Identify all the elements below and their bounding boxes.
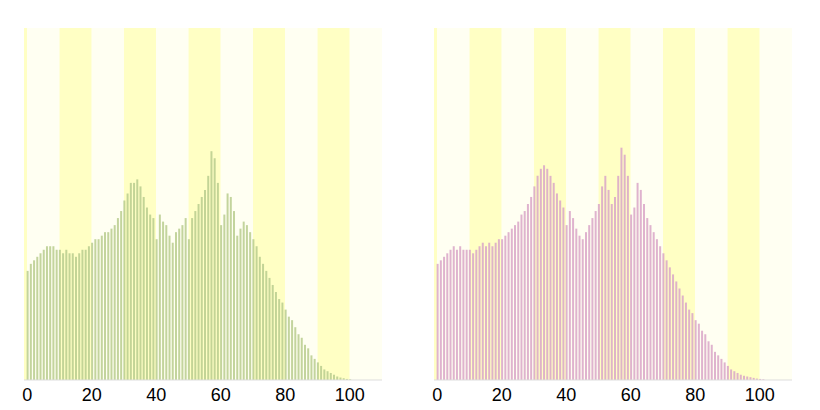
svg-text:60: 60 xyxy=(211,385,231,405)
svg-text:80: 80 xyxy=(685,385,705,405)
svg-text:80: 80 xyxy=(275,385,295,405)
svg-text:0: 0 xyxy=(22,385,32,405)
svg-text:100: 100 xyxy=(745,385,775,405)
svg-text:40: 40 xyxy=(556,385,576,405)
svg-text:100: 100 xyxy=(335,385,365,405)
svg-text:20: 20 xyxy=(82,385,102,405)
svg-text:20: 20 xyxy=(492,385,512,405)
svg-text:60: 60 xyxy=(621,385,641,405)
svg-text:0: 0 xyxy=(432,385,442,405)
svg-text:40: 40 xyxy=(146,385,166,405)
